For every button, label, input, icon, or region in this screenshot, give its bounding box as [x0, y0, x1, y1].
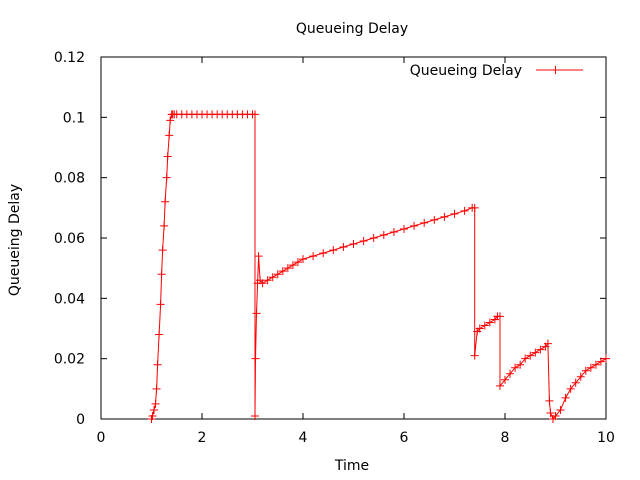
data-point [536, 345, 545, 354]
data-point [543, 339, 552, 348]
legend: Queueing Delay [410, 63, 583, 79]
legend-marker [551, 66, 560, 74]
data-point [157, 270, 166, 279]
data-point [252, 309, 261, 318]
data-point [470, 203, 479, 212]
data-point [258, 279, 267, 288]
data-point [566, 384, 575, 393]
data-point [254, 252, 263, 261]
data-point [166, 116, 175, 125]
y-tick-label: 0.12 [54, 50, 85, 66]
data-point [153, 360, 162, 369]
data-point [571, 378, 580, 387]
data-point [349, 240, 358, 249]
data-point [450, 209, 459, 218]
data-point [480, 321, 489, 330]
y-tick-label: 0.08 [54, 171, 85, 187]
series-layer [147, 110, 610, 423]
data-point [561, 393, 570, 402]
data-point [150, 405, 159, 414]
data-point [501, 375, 509, 384]
data-point [596, 357, 605, 366]
x-tick-label: 8 [501, 430, 510, 446]
legend-label: Queueing Delay [410, 63, 522, 79]
data-point [511, 363, 520, 372]
data-point [155, 330, 164, 339]
data-point [339, 243, 348, 252]
data-point [319, 249, 328, 258]
y-tick-label: 0.02 [54, 352, 85, 368]
data-point [586, 363, 595, 372]
data-point [379, 230, 388, 239]
data-point [263, 276, 272, 285]
data-point [148, 411, 157, 420]
data-point [251, 110, 260, 119]
data-point [369, 234, 378, 242]
data-point [430, 215, 439, 224]
axes: 0 2 4 6 8 10 0 0.02 0.04 0.06 0.08 0.1 0.12 [54, 50, 615, 446]
data-point [470, 351, 479, 360]
data-point [516, 360, 525, 369]
y-tick-label: 0 [76, 412, 85, 428]
data-point [293, 258, 302, 267]
data-point [158, 246, 167, 255]
y-axis-label: Queueing Delay [7, 184, 23, 296]
data-point [506, 369, 515, 378]
x-tick-label: 2 [198, 430, 207, 446]
chart-title: Queueing Delay [296, 21, 408, 37]
data-point [283, 264, 292, 273]
data-point [485, 318, 494, 327]
data-point [475, 324, 484, 333]
data-point [152, 384, 161, 393]
data-point [591, 360, 600, 369]
y-tick-label: 0.04 [54, 291, 85, 307]
data-point [251, 411, 260, 420]
data-point [151, 399, 160, 408]
data-point [581, 366, 590, 375]
data-point [460, 206, 469, 215]
data-point [556, 405, 565, 414]
data-point [273, 270, 282, 279]
data-point [546, 408, 555, 417]
y-tick-label: 0.06 [54, 231, 85, 247]
data-point [299, 255, 307, 264]
x-axis-label: Time [334, 458, 369, 474]
data-point [268, 273, 277, 282]
data-point [440, 212, 449, 221]
series-line [151, 113, 607, 420]
data-point [526, 351, 535, 360]
data-point [165, 131, 174, 140]
data-point [389, 227, 398, 236]
data-point [545, 396, 554, 405]
data-point [410, 221, 419, 230]
data-point [495, 381, 504, 390]
data-point [162, 173, 171, 182]
data-point [420, 218, 429, 227]
data-point [602, 354, 610, 363]
data-point [251, 354, 260, 363]
x-tick-label: 10 [597, 430, 615, 446]
data-point [400, 224, 408, 233]
x-tick-label: 0 [97, 430, 106, 446]
x-tick-label: 4 [299, 430, 308, 446]
data-point [288, 261, 297, 270]
data-point [278, 267, 287, 276]
x-tick-label: 6 [400, 430, 409, 446]
data-point [551, 411, 560, 420]
data-point [309, 252, 318, 261]
data-point [576, 372, 585, 381]
data-point [495, 312, 504, 321]
data-point [521, 354, 530, 363]
data-point [329, 246, 338, 255]
data-point [163, 152, 172, 161]
y-tick-label: 0.1 [63, 110, 85, 126]
data-point [359, 237, 368, 246]
data-point [531, 348, 540, 357]
data-point [160, 221, 169, 230]
data-point [161, 197, 170, 206]
data-point [156, 300, 165, 309]
